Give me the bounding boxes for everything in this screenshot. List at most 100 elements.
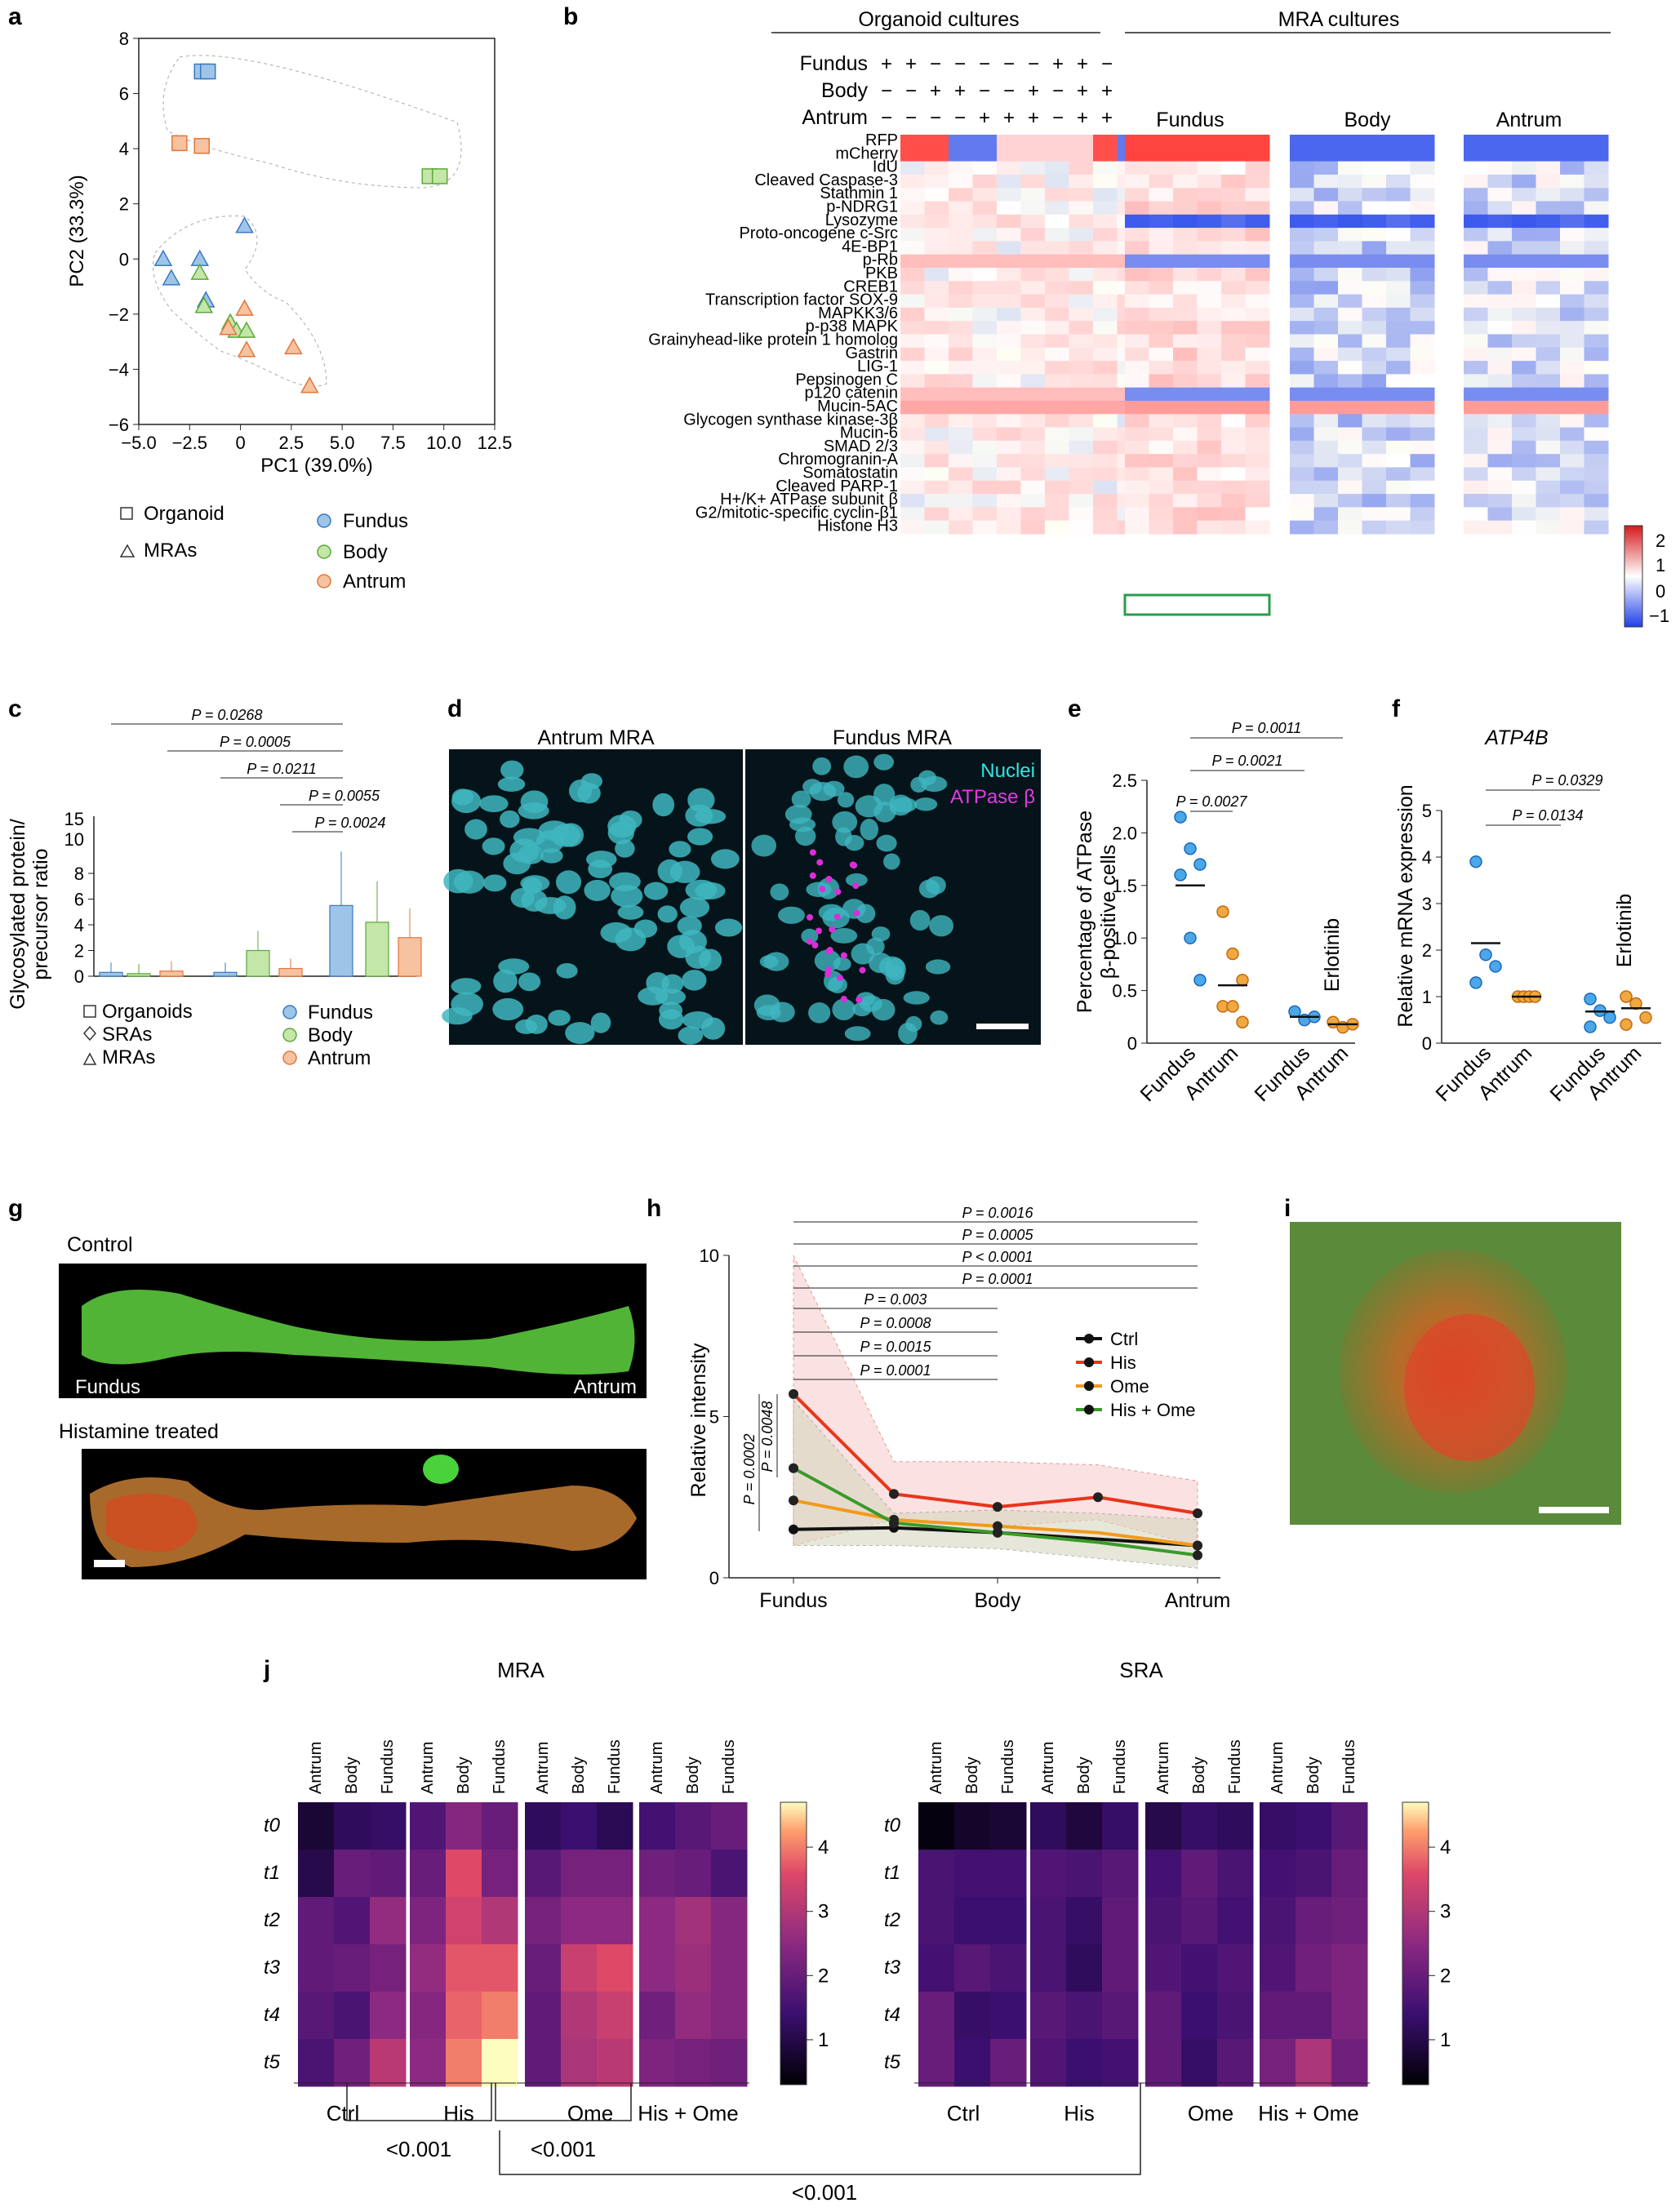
heatmap-cell-j xyxy=(1331,1802,1368,1850)
heatmap-cell xyxy=(1410,507,1435,522)
nucleus xyxy=(806,882,832,897)
heatmap-cell xyxy=(1512,228,1536,242)
nucleus xyxy=(930,1010,949,1025)
heatmap-cell xyxy=(1221,414,1246,429)
heatmap-cell-j xyxy=(334,1802,371,1850)
heatmap-cell-j xyxy=(1260,1850,1296,1898)
heatmap-row-label: CREB1 xyxy=(843,278,898,295)
heatmap-cell-j xyxy=(918,2039,955,2087)
heatmap-cell xyxy=(1149,254,1174,269)
heatmap-cell xyxy=(1512,494,1536,508)
series-point-h xyxy=(789,1495,798,1506)
y-tick-label-e: 2.0 xyxy=(1112,823,1137,843)
heatmap-cell xyxy=(1020,228,1046,242)
nucleus xyxy=(873,753,895,771)
heatmap-cell xyxy=(1093,494,1118,508)
condition-sign: − xyxy=(930,53,941,75)
condition-sign: − xyxy=(1052,107,1064,129)
nucleus xyxy=(856,904,876,923)
condition-sign: + xyxy=(1052,53,1064,75)
heatmap-cell xyxy=(1069,174,1094,189)
heatmap-cell xyxy=(1197,214,1222,229)
group-mra-cultures: MRA cultures xyxy=(1278,8,1400,31)
legend-c-body: Body xyxy=(308,1024,353,1046)
heatmap-row-label: Chromogranin-A xyxy=(778,451,898,469)
nucleus xyxy=(770,1002,795,1023)
heatmap-cell xyxy=(1313,307,1339,322)
heatmap-cell-j xyxy=(334,2039,371,2087)
heatmap-cell xyxy=(1093,228,1118,242)
group-organoid-cultures: Organoid cultures xyxy=(858,8,1019,31)
stomach-histamine xyxy=(90,1477,637,1567)
heatmap-cell xyxy=(997,214,1021,229)
heatmap-cell xyxy=(997,294,1021,309)
comparison-1: <0.001 xyxy=(386,2137,451,2161)
heatmap-cell xyxy=(1512,507,1536,522)
nucleus xyxy=(538,820,571,842)
series-point-h xyxy=(1093,1492,1103,1503)
heatmap-cell xyxy=(1093,520,1118,535)
heatmap-cell xyxy=(1512,135,1536,149)
colorbar-j-mra xyxy=(780,1801,807,2085)
heatmap-cell xyxy=(1069,161,1094,175)
x-tick-label-a: 0 xyxy=(235,433,245,453)
heatmap-cell xyxy=(1584,507,1609,522)
heatmap-cell xyxy=(1045,401,1069,415)
p-value-e: P = 0.0011 xyxy=(1232,720,1302,736)
scatter-point xyxy=(235,216,254,233)
heatmap-cell xyxy=(1464,307,1488,322)
nucleus xyxy=(918,770,936,786)
heatmap-cell xyxy=(1512,440,1536,455)
y-tick-label-a: −6 xyxy=(109,415,129,435)
heatmap-cell xyxy=(1512,520,1536,535)
atpase-signal xyxy=(811,942,819,949)
colorbar-j-sra xyxy=(1402,1801,1429,2085)
heatmap-cell xyxy=(1584,347,1609,362)
heatmap-cell xyxy=(972,188,998,202)
bar-c xyxy=(159,971,184,977)
heatmap-cell xyxy=(972,507,998,522)
condition-sign: − xyxy=(1101,53,1113,75)
heatmap-cell-j xyxy=(1296,2039,1332,2087)
heatmap-row-label: p-NDRG1 xyxy=(826,198,898,216)
heatmap-cell xyxy=(1560,148,1584,162)
nucleus xyxy=(513,828,546,847)
heatmap-cell xyxy=(1464,161,1488,175)
heatmap-cell xyxy=(1313,334,1339,349)
heatmap-cell-j xyxy=(1030,1897,1067,1945)
heatmap-cell xyxy=(924,374,949,389)
legend-c-sras: SRAs xyxy=(102,1024,152,1046)
heatmap-cell-j xyxy=(446,1992,482,2040)
heatmap-cell xyxy=(1536,241,1561,255)
heatmap-cell xyxy=(1093,427,1118,442)
heatmap-cell xyxy=(1173,307,1198,322)
plot-frame-a xyxy=(138,38,496,425)
atpase-signal xyxy=(833,913,841,921)
heatmap-cell xyxy=(1290,307,1314,322)
heatmap-cell-j xyxy=(370,1897,407,1945)
heatmap-cell xyxy=(949,387,973,402)
heatmap-cell xyxy=(949,361,973,375)
heatmap-cell xyxy=(1197,281,1222,295)
heatmap-cell xyxy=(1069,228,1094,242)
heatmap-cell xyxy=(1125,281,1149,295)
heatmap-cell-j xyxy=(1296,1850,1332,1898)
heatmap-cell xyxy=(1512,467,1536,482)
condition-sign: − xyxy=(1052,80,1064,102)
heatmap-cell-j xyxy=(1296,1944,1332,1992)
heatmap-cell xyxy=(1173,294,1198,309)
heatmap-cell xyxy=(1197,480,1222,495)
y-tick-label-c: 8 xyxy=(74,864,84,884)
nucleus xyxy=(830,927,858,944)
heatmap-cell xyxy=(1410,135,1435,149)
heatmap-row-label: G2/mitotic-specific cyclin-β1 xyxy=(696,504,898,522)
heatmap-cell xyxy=(1173,347,1198,362)
heatmap-cell xyxy=(1464,387,1488,402)
heatmap-cell xyxy=(1197,467,1222,482)
heatmap-cell xyxy=(1584,268,1609,282)
panel-a: a −5.0 −2.5 0 2.5 5.0 7.5 10.0 12.5−6−4−202468 … xyxy=(8,3,512,593)
heatmap-cell-j xyxy=(990,2039,1027,2087)
heatmap-cell xyxy=(1125,361,1149,375)
